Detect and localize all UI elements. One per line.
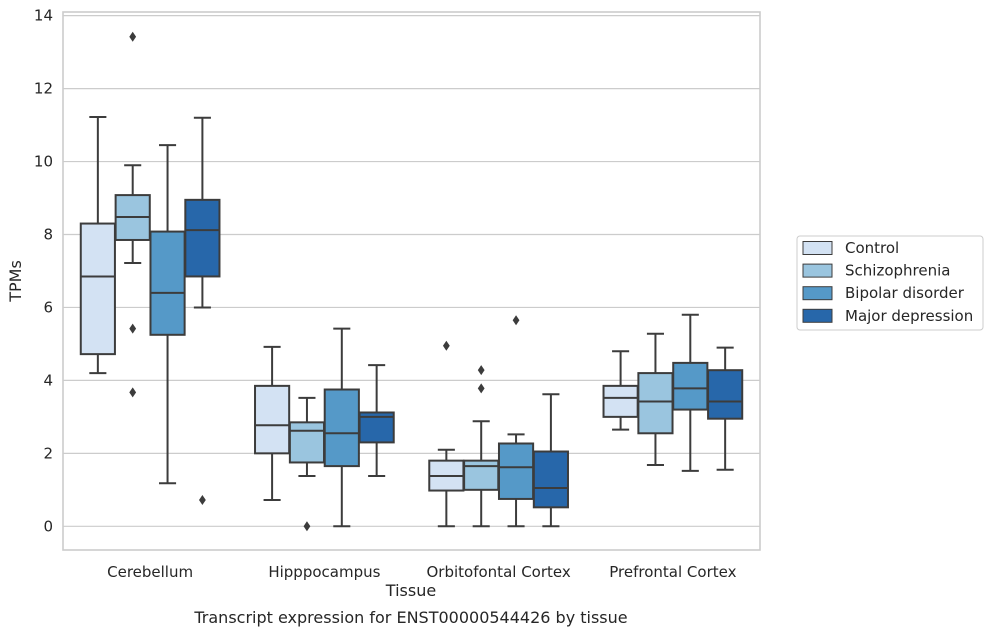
legend-swatch-3 <box>802 308 833 323</box>
box-iqr <box>637 372 674 435</box>
box-iqr <box>707 369 744 420</box>
legend-frame <box>796 235 984 331</box>
y-tick-label-6: 6 <box>43 298 53 316</box>
legend-label-1: Schizophrenia <box>845 262 950 280</box>
box-0-3 <box>184 116 221 506</box>
box-iqr <box>602 384 639 418</box>
legend-swatch-0 <box>802 241 833 255</box>
box-iqr <box>288 421 326 464</box>
box-iqr <box>323 388 360 468</box>
box-iqr <box>79 222 116 356</box>
outlier-point-0 <box>512 315 520 326</box>
box-2-1 <box>463 365 500 528</box>
x-tick-label-3: Prefrontal Cortex <box>609 563 736 581</box>
legend-label-3: Major depression <box>845 307 973 325</box>
box-iqr <box>497 442 535 500</box>
legend-label-0: Control <box>845 239 899 257</box>
y-tick-label-2: 2 <box>43 444 53 462</box>
box-1-0 <box>254 345 291 502</box>
box-3-3 <box>707 346 744 471</box>
box-1-1 <box>288 396 326 532</box>
box-iqr <box>672 361 709 411</box>
outlier-point-0 <box>199 495 206 506</box>
outlier-point-2 <box>129 387 137 398</box>
outlier-point-0 <box>129 31 137 42</box>
box-iqr <box>254 384 291 455</box>
x-tick-label-1: Hipppocampus <box>268 563 380 581</box>
outlier-point-0 <box>303 521 311 532</box>
legend-label-2: Bipolar disorder <box>845 284 965 302</box>
outlier-point-0 <box>477 365 485 376</box>
y-tick-labels: 0 2 4 6 8 10 12 14 <box>34 7 53 536</box>
box-2-2 <box>497 315 535 528</box>
chart-caption: Transcript expression for ENST0000054442… <box>193 608 627 627</box>
plot-frame <box>62 11 761 551</box>
box-iqr <box>149 230 186 336</box>
y-tick-label-0: 0 <box>43 517 53 535</box>
y-tick-label-10: 10 <box>34 153 53 171</box>
y-tick-label-8: 8 <box>43 225 53 243</box>
outlier-point-0 <box>442 340 450 351</box>
x-tick-label-0: Cerebellum <box>107 563 193 581</box>
legend: Control Schizophrenia Bipolar disorder Majo… <box>796 235 984 331</box>
box-groups <box>79 31 744 532</box>
box-0-2 <box>149 144 186 485</box>
box-iqr <box>184 198 221 278</box>
x-tick-labels: Cerebellum Hipppocampus Orbitofontal Corte… <box>107 563 736 581</box>
legend-swatch-2 <box>802 286 833 301</box>
box-iqr <box>532 450 569 509</box>
y-tick-label-4: 4 <box>43 371 53 389</box>
y-tick-label-12: 12 <box>34 80 53 98</box>
box-2-3 <box>532 393 569 528</box>
box-0-1 <box>114 31 151 398</box>
x-tick-label-2: Orbitofontal Cortex <box>427 563 571 581</box>
box-1-3 <box>358 364 395 477</box>
outlier-point-1 <box>477 383 485 394</box>
x-axis-title: Tissue <box>385 581 436 600</box>
outlier-point-1 <box>129 323 137 334</box>
box-2-0 <box>428 340 465 528</box>
y-axis-title: TPMs <box>6 260 25 303</box>
box-0-0 <box>79 116 116 375</box>
box-iqr <box>463 459 500 491</box>
y-tick-label-14: 14 <box>34 7 53 25</box>
legend-swatch-1 <box>802 263 833 278</box>
box-3-0 <box>602 350 639 431</box>
